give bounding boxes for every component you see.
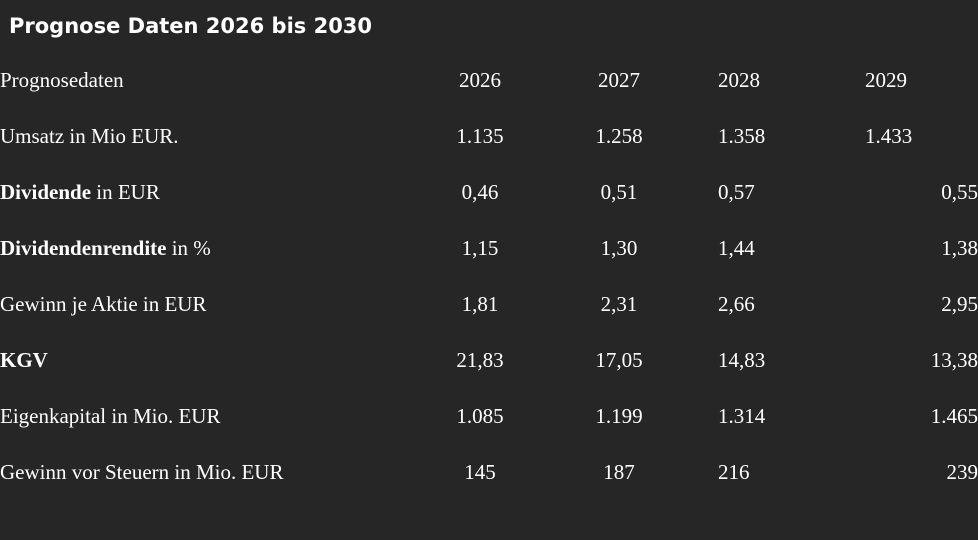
cell-value: 145 xyxy=(464,459,496,484)
cell-value: 0,55 xyxy=(941,179,978,204)
row-label: Dividende in EUR xyxy=(0,164,440,220)
row-label-rest: Gewinn vor Steuern in Mio. EUR xyxy=(0,459,284,484)
header-year-2026: 2026 xyxy=(459,67,501,92)
cell-value: 1.358 xyxy=(718,123,766,148)
row-label: KGV xyxy=(0,332,440,388)
table-row-dividende: Dividende in EUR 0,46 0,51 0,57 0,55 xyxy=(0,164,978,220)
table-row-gewinn-je-aktie: Gewinn je Aktie in EUR 1,81 2,31 2,66 2,… xyxy=(0,276,978,332)
header-year-2028: 2028 xyxy=(718,67,760,92)
cell-value: 216 xyxy=(718,459,750,484)
row-label-rest: in EUR xyxy=(91,179,160,204)
cell-value: 1.314 xyxy=(718,403,766,428)
cell-value: 2,95 xyxy=(941,291,978,316)
row-label-bold: KGV xyxy=(0,347,48,372)
row-label: Umsatz in Mio EUR. xyxy=(0,108,440,164)
cell-value: 1.465 xyxy=(930,403,978,428)
header-year-2027: 2027 xyxy=(598,67,640,92)
header-label: Prognosedaten xyxy=(0,67,124,92)
cell-value: 1.135 xyxy=(456,123,504,148)
cell-value: 1,44 xyxy=(718,235,755,260)
cell-value: 0,51 xyxy=(600,179,638,204)
row-label: Gewinn vor Steuern in Mio. EUR xyxy=(0,444,440,500)
cell-value: 2,66 xyxy=(718,291,755,316)
cell-value: 1,81 xyxy=(461,291,499,316)
cell-value: 1.258 xyxy=(595,123,643,148)
cell-value: 1,30 xyxy=(600,235,638,260)
forecast-table: Prognosedaten 2026 2027 2028 2029 Umsatz… xyxy=(0,52,978,500)
cell-value: 13,38 xyxy=(930,347,978,372)
row-label-rest: Gewinn je Aktie in EUR xyxy=(0,291,207,316)
page-title: Prognose Daten 2026 bis 2030 xyxy=(9,14,373,38)
row-label-bold: Dividende xyxy=(0,179,92,204)
header-year-2029: 2029 xyxy=(865,67,907,92)
table-row-gewinn-vor-steuern: Gewinn vor Steuern in Mio. EUR 145 187 2… xyxy=(0,444,978,500)
row-label-rest: Eigenkapital in Mio. EUR xyxy=(0,403,221,428)
row-label: Eigenkapital in Mio. EUR xyxy=(0,388,440,444)
cell-value: 1.199 xyxy=(595,403,643,428)
cell-value: 1,15 xyxy=(461,235,499,260)
cell-value: 0,57 xyxy=(718,179,755,204)
cell-value: 2,31 xyxy=(600,291,638,316)
row-label-rest: in % xyxy=(166,235,211,260)
cell-value: 1.433 xyxy=(865,123,913,148)
table-header-row: Prognosedaten 2026 2027 2028 2029 xyxy=(0,52,978,108)
row-label-bold: Dividendenrendite xyxy=(0,235,167,260)
table-row-kgv: KGV 21,83 17,05 14,83 13,38 xyxy=(0,332,978,388)
cell-value: 21,83 xyxy=(456,347,504,372)
cell-value: 239 xyxy=(946,459,978,484)
table-row-dividendenrendite: Dividendenrendite in % 1,15 1,30 1,44 1,… xyxy=(0,220,978,276)
row-label-rest: Umsatz in Mio EUR. xyxy=(0,123,179,148)
cell-value: 187 xyxy=(603,459,635,484)
table-row-umsatz: Umsatz in Mio EUR. 1.135 1.258 1.358 1.4… xyxy=(0,108,978,164)
row-label: Dividendenrendite in % xyxy=(0,220,440,276)
cell-value: 1,38 xyxy=(941,235,978,260)
row-label: Gewinn je Aktie in EUR xyxy=(0,276,440,332)
table-row-eigenkapital: Eigenkapital in Mio. EUR 1.085 1.199 1.3… xyxy=(0,388,978,444)
cell-value: 0,46 xyxy=(461,179,499,204)
cell-value: 1.085 xyxy=(456,403,504,428)
cell-value: 17,05 xyxy=(595,347,643,372)
cell-value: 14,83 xyxy=(718,347,766,372)
